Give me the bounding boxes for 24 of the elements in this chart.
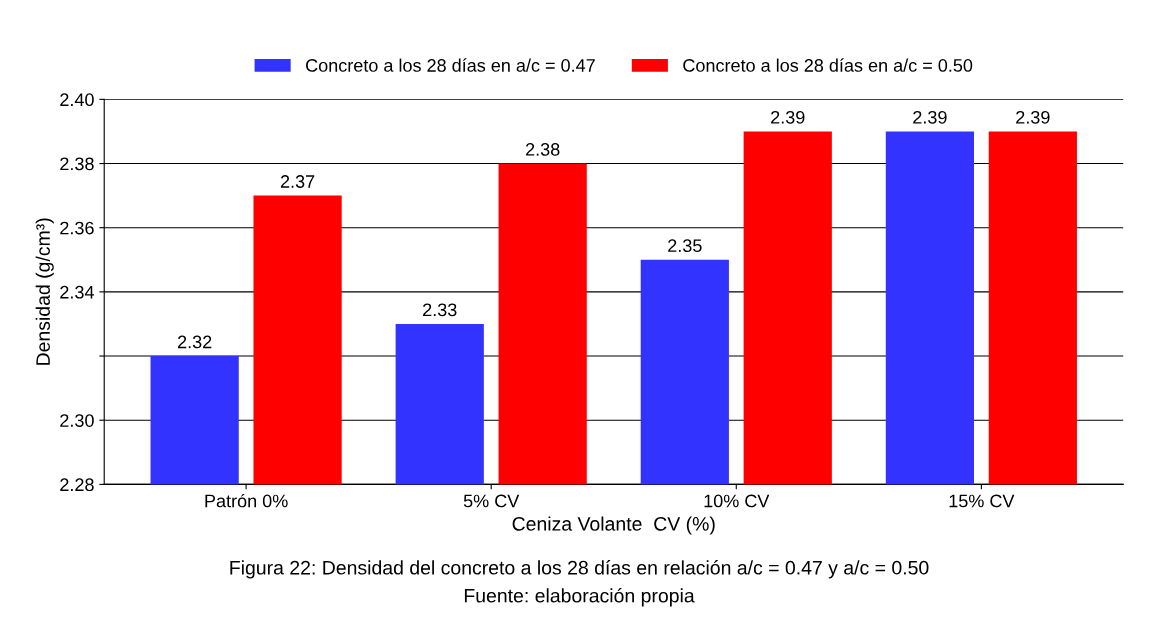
x-tick-label: Patrón 0% xyxy=(205,493,288,508)
data-label: 2.39 xyxy=(913,110,947,124)
source-note: Fuente: elaboración propia xyxy=(464,588,695,607)
data-label: 2.39 xyxy=(771,110,805,124)
data-label: 2.33 xyxy=(423,303,457,317)
y-axis-title: Densidad (g/cm³) xyxy=(35,218,54,365)
x-tick-label: 5% CV xyxy=(463,494,520,508)
y-tick-label: 2.36 xyxy=(60,221,94,235)
y-tick-label: 2.40 xyxy=(60,93,94,107)
data-label: 2.38 xyxy=(526,143,560,156)
x-tick-label: 15% CV xyxy=(949,494,1015,508)
data-label: 2.39 xyxy=(1016,110,1050,124)
legend-label: Concreto a los 28 días en a/c = 0.50 xyxy=(683,58,973,72)
y-tick-label: 2.38 xyxy=(60,157,94,171)
y-tick-label: 2.34 xyxy=(60,285,94,299)
data-label: 2.37 xyxy=(280,175,315,188)
x-axis-title: Ceniza Volante CV (%) xyxy=(512,516,715,535)
y-tick-label: 2.28 xyxy=(60,478,94,492)
data-label: 2.32 xyxy=(177,335,212,349)
legend-label: Concreto a los 28 días en a/c = 0.47 xyxy=(306,58,595,72)
x-tick-label: 10% CV xyxy=(704,494,770,508)
y-tick-label: 2.30 xyxy=(60,414,94,427)
text: Figura 22: Densidad del concreto a los 28 días en relación a/c = 0.47 y a/c = 0.50 xyxy=(230,560,929,579)
data-label: 2.35 xyxy=(668,239,702,253)
